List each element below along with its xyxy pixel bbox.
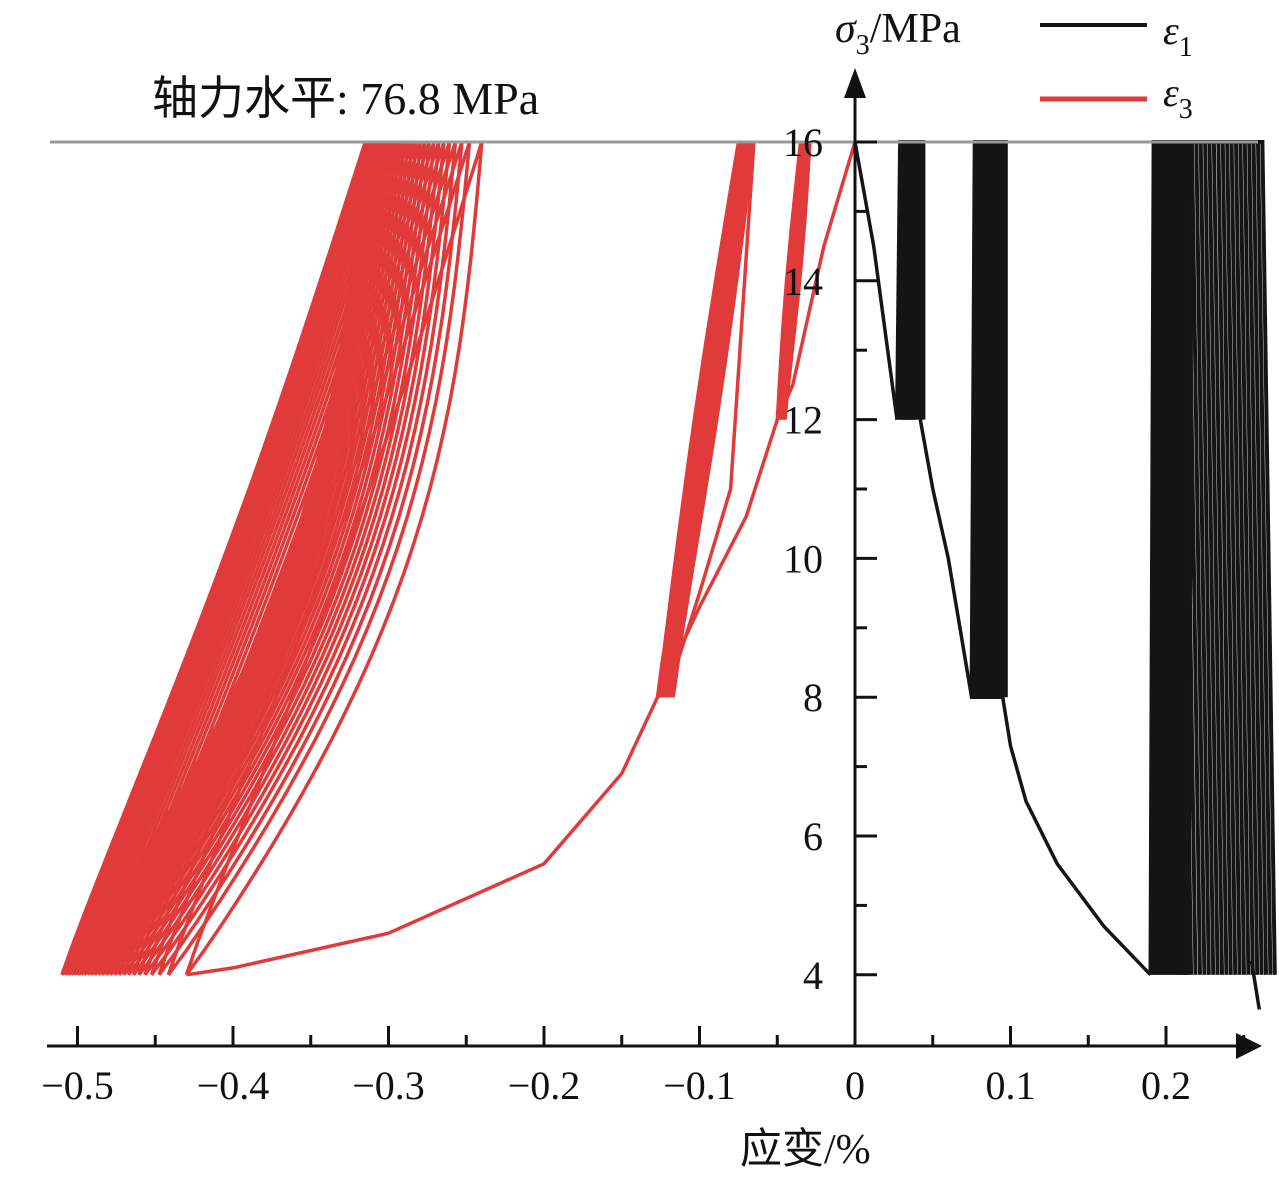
x-tick-label: −0.2 <box>508 1063 581 1108</box>
x-tick-label: −0.5 <box>41 1063 114 1108</box>
e1-tail <box>1249 960 1262 1010</box>
y-tick-label: 14 <box>783 259 823 304</box>
x-tick-label: 0 <box>845 1063 865 1108</box>
y-tick-label: 12 <box>783 398 823 443</box>
e3-branch-curve <box>656 141 756 699</box>
y-tick-label: 16 <box>783 120 823 165</box>
e1-backbone-curve <box>918 419 1152 977</box>
annotation-axial-force: 轴力水平: 76.8 MPa <box>152 73 539 124</box>
x-tick-label: 0.2 <box>1141 1063 1191 1108</box>
e1-envelope-curve <box>853 141 899 420</box>
y-axis-title-sub: 3 <box>856 30 870 61</box>
y-tick-label: 4 <box>803 953 823 998</box>
y-axis-title-symbol: σ <box>835 6 858 52</box>
x-ticks: −0.5 −0.4 −0.3 −0.2 −0.1 0 0.1 0.2 <box>41 1026 1246 1108</box>
y-ticks: 4 6 8 10 12 14 16 <box>783 120 877 998</box>
legend: ε1 ε3 <box>1040 8 1193 125</box>
legend-label-e3: ε3 <box>1163 70 1193 125</box>
x-axis-arrow-icon <box>1236 1033 1262 1059</box>
y-tick-label: 8 <box>803 675 823 720</box>
x-tick-label: 0.1 <box>986 1063 1036 1108</box>
y-axis-arrow-icon <box>844 68 866 98</box>
x-axis-title: 应变/% <box>740 1126 871 1173</box>
x-tick-label: −0.4 <box>197 1063 270 1108</box>
axes: −0.5 −0.4 −0.3 −0.2 −0.1 0 0.1 0.2 4 6 8 10 12 14 16 <box>41 68 1262 1108</box>
legend-label-e1: ε1 <box>1163 8 1193 63</box>
y-tick-label: 10 <box>783 536 823 581</box>
x-tick-label: −0.1 <box>663 1063 736 1108</box>
y-axis-title-unit: /MPa <box>870 6 961 52</box>
y-axis-title: σ3/MPa <box>835 6 961 61</box>
y-tick-label: 6 <box>803 814 823 859</box>
x-tick-label: −0.3 <box>352 1063 425 1108</box>
plot-curves <box>60 140 1277 1010</box>
